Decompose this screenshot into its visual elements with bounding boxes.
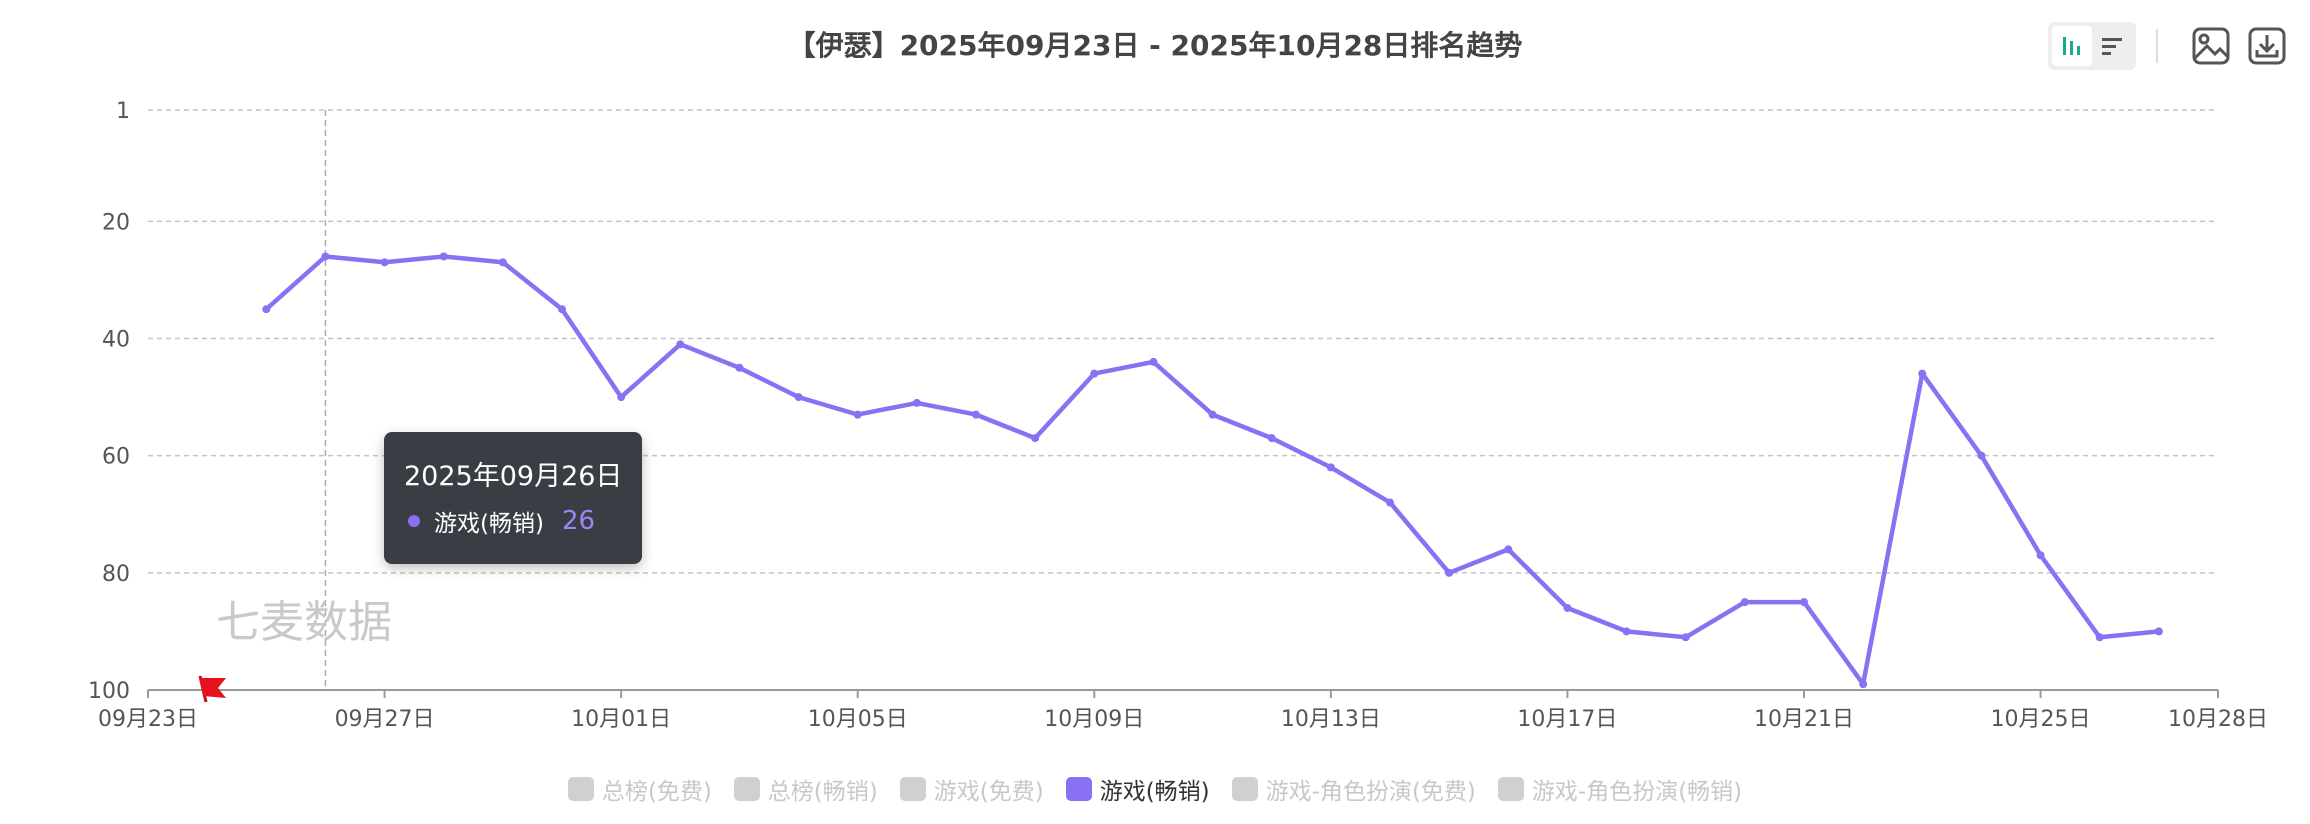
chart-title: 【伊瑟】2025年09月23日 - 2025年10月28日排名趋势	[787, 29, 1523, 62]
data-point[interactable]	[1208, 410, 1217, 419]
image-icon[interactable]	[2188, 23, 2234, 69]
data-point[interactable]	[2095, 633, 2104, 642]
x-tick-label: 10月09日	[1044, 707, 1144, 732]
data-point[interactable]	[2036, 551, 2045, 560]
data-point[interactable]	[380, 258, 389, 267]
x-tick-label: 10月01日	[571, 707, 671, 732]
data-point[interactable]	[1326, 463, 1335, 472]
view-toggle	[2048, 22, 2136, 70]
legend-item[interactable]: 游戏(畅销)	[1065, 772, 1210, 806]
legend-item[interactable]: 总榜(畅销)	[733, 772, 878, 806]
x-tick-label: 09月23日	[98, 707, 198, 732]
y-tick-label: 20	[102, 210, 130, 235]
legend-swatch	[1497, 777, 1524, 801]
red-flag-icon[interactable]	[198, 675, 226, 703]
toolbar-divider	[2156, 29, 2158, 63]
chart-legend: 总榜(免费) 总榜(畅销) 游戏(免费) 游戏(畅销) 游戏-角色扮演(免费) 游戏-角色…	[0, 772, 2310, 806]
x-tick-label: 10月21日	[1754, 707, 1854, 732]
data-point[interactable]	[498, 258, 507, 267]
x-tick-label: 10月13日	[1281, 707, 1381, 732]
data-point[interactable]	[912, 398, 921, 407]
tooltip-value: 26	[561, 506, 596, 536]
download-icon[interactable]	[2244, 23, 2290, 69]
data-point[interactable]	[1918, 369, 1927, 378]
data-point[interactable]	[972, 410, 980, 419]
y-tick-label: 1	[116, 99, 130, 124]
data-point[interactable]	[1504, 545, 1513, 554]
data-point[interactable]	[321, 252, 330, 261]
data-point[interactable]	[1386, 498, 1394, 507]
data-point[interactable]	[262, 305, 271, 314]
data-point[interactable]	[1031, 434, 1040, 443]
legend-label: 游戏-角色扮演(畅销)	[1531, 779, 1743, 805]
legend-item[interactable]: 游戏(免费)	[899, 772, 1044, 806]
data-point[interactable]	[676, 340, 685, 349]
data-point[interactable]	[1090, 369, 1099, 378]
x-tick-label: 09月27日	[335, 707, 435, 732]
legend-item[interactable]: 总榜(免费)	[567, 772, 712, 806]
y-tick-label: 80	[102, 562, 130, 587]
data-point[interactable]	[735, 363, 744, 372]
data-point[interactable]	[1681, 633, 1690, 642]
y-tick-label: 60	[102, 445, 130, 470]
data-point[interactable]	[2154, 627, 2163, 636]
data-point[interactable]	[1977, 451, 1986, 460]
tooltip-date: 2025年09月26日	[404, 461, 623, 492]
series-game-grossing[interactable]	[262, 252, 2163, 689]
data-point[interactable]	[1859, 680, 1868, 689]
data-point[interactable]	[1267, 434, 1276, 443]
chart-tooltip: 2025年09月26日 游戏(畅销) 26	[384, 432, 642, 564]
tooltip-series-label: 游戏(畅销)	[434, 511, 544, 537]
data-point[interactable]	[1622, 627, 1631, 636]
data-point[interactable]	[439, 252, 448, 261]
data-point[interactable]	[1740, 598, 1749, 607]
bar-chart-icon[interactable]	[2052, 26, 2092, 66]
data-point[interactable]	[1800, 598, 1808, 607]
legend-swatch	[733, 777, 760, 801]
y-tick-label: 40	[102, 327, 130, 352]
x-axis: 09月23日 09月27日 10月01日 10月05日 10月09日 10月13日 10月1…	[98, 690, 2268, 732]
grid-lines	[148, 109, 2218, 691]
data-point[interactable]	[1445, 568, 1454, 577]
legend-item[interactable]: 游戏-角色扮演(免费)	[1231, 772, 1476, 806]
x-tick-label: 10月05日	[808, 707, 908, 732]
data-point[interactable]	[794, 393, 803, 402]
legend-label: 游戏(畅销)	[1099, 779, 1210, 805]
x-tick-label: 10月25日	[1991, 707, 2091, 732]
legend-label: 游戏(免费)	[933, 779, 1044, 805]
legend-swatch	[899, 777, 926, 801]
tooltip-series-dot	[408, 515, 420, 527]
legend-label: 游戏-角色扮演(免费)	[1265, 779, 1476, 805]
legend-swatch	[1231, 777, 1258, 801]
list-icon[interactable]	[2092, 26, 2132, 66]
x-tick-label: 10月28日	[2168, 707, 2268, 732]
data-point[interactable]	[853, 410, 862, 419]
legend-swatch	[567, 777, 594, 801]
data-point[interactable]	[617, 393, 626, 402]
legend-label: 总榜(畅销)	[767, 779, 878, 805]
data-point[interactable]	[558, 305, 566, 314]
chart-toolbar	[2048, 22, 2290, 70]
legend-label: 总榜(免费)	[601, 779, 712, 805]
y-axis: 1 20 40 60 80 100	[88, 99, 130, 704]
tooltip-row: 游戏(畅销) 26	[408, 504, 595, 538]
legend-swatch	[1065, 777, 1092, 801]
watermark: 七麦数据	[216, 597, 392, 648]
data-point[interactable]	[1563, 603, 1572, 612]
data-point[interactable]	[1149, 357, 1158, 366]
x-tick-label: 10月17日	[1517, 707, 1617, 732]
y-tick-label: 100	[88, 679, 130, 704]
legend-item[interactable]: 游戏-角色扮演(畅销)	[1497, 772, 1743, 806]
